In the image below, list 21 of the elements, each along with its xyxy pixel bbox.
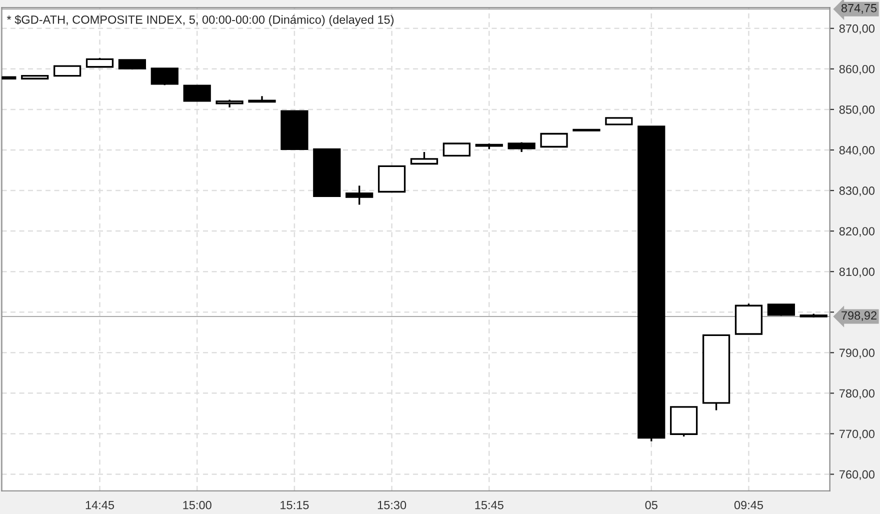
x-tick-label: 15:15 — [280, 501, 309, 510]
y-tick-label: 770,00 — [839, 430, 875, 440]
y-tick-label: 870,00 — [839, 24, 875, 34]
ref-line-label: 874,75 — [841, 4, 877, 14]
x-tick-label: 15:30 — [378, 500, 406, 510]
y-tick-label: 860,00 — [839, 64, 875, 75]
y-tick-label: 780,00 — [839, 389, 875, 399]
x-tick-label: 15:45 — [475, 501, 504, 510]
y-tick-label: 850,00 — [839, 105, 875, 116]
y-tick-label: 840,00 — [839, 146, 875, 156]
y-tick-label: 810,00 — [839, 268, 875, 278]
x-tick-label: 05 — [645, 500, 658, 510]
text: * $GD-ATH, COMPOSITE INDEX, 5, 00:00-00:00 (Dinámico) (delayed 15) — [6, 14, 394, 26]
y-tick-label: 790,00 — [839, 348, 875, 358]
ref-line-label: 798,92 — [842, 311, 876, 322]
y-tick-label: 760,00 — [839, 470, 875, 480]
y-tick-label: 830,00 — [839, 186, 875, 196]
y-tick-label: 820,00 — [839, 227, 875, 237]
x-tick-label: 14:45 — [86, 501, 114, 510]
x-tick-label: 09:45 — [734, 500, 763, 510]
x-tick-label: 15:00 — [183, 500, 212, 510]
